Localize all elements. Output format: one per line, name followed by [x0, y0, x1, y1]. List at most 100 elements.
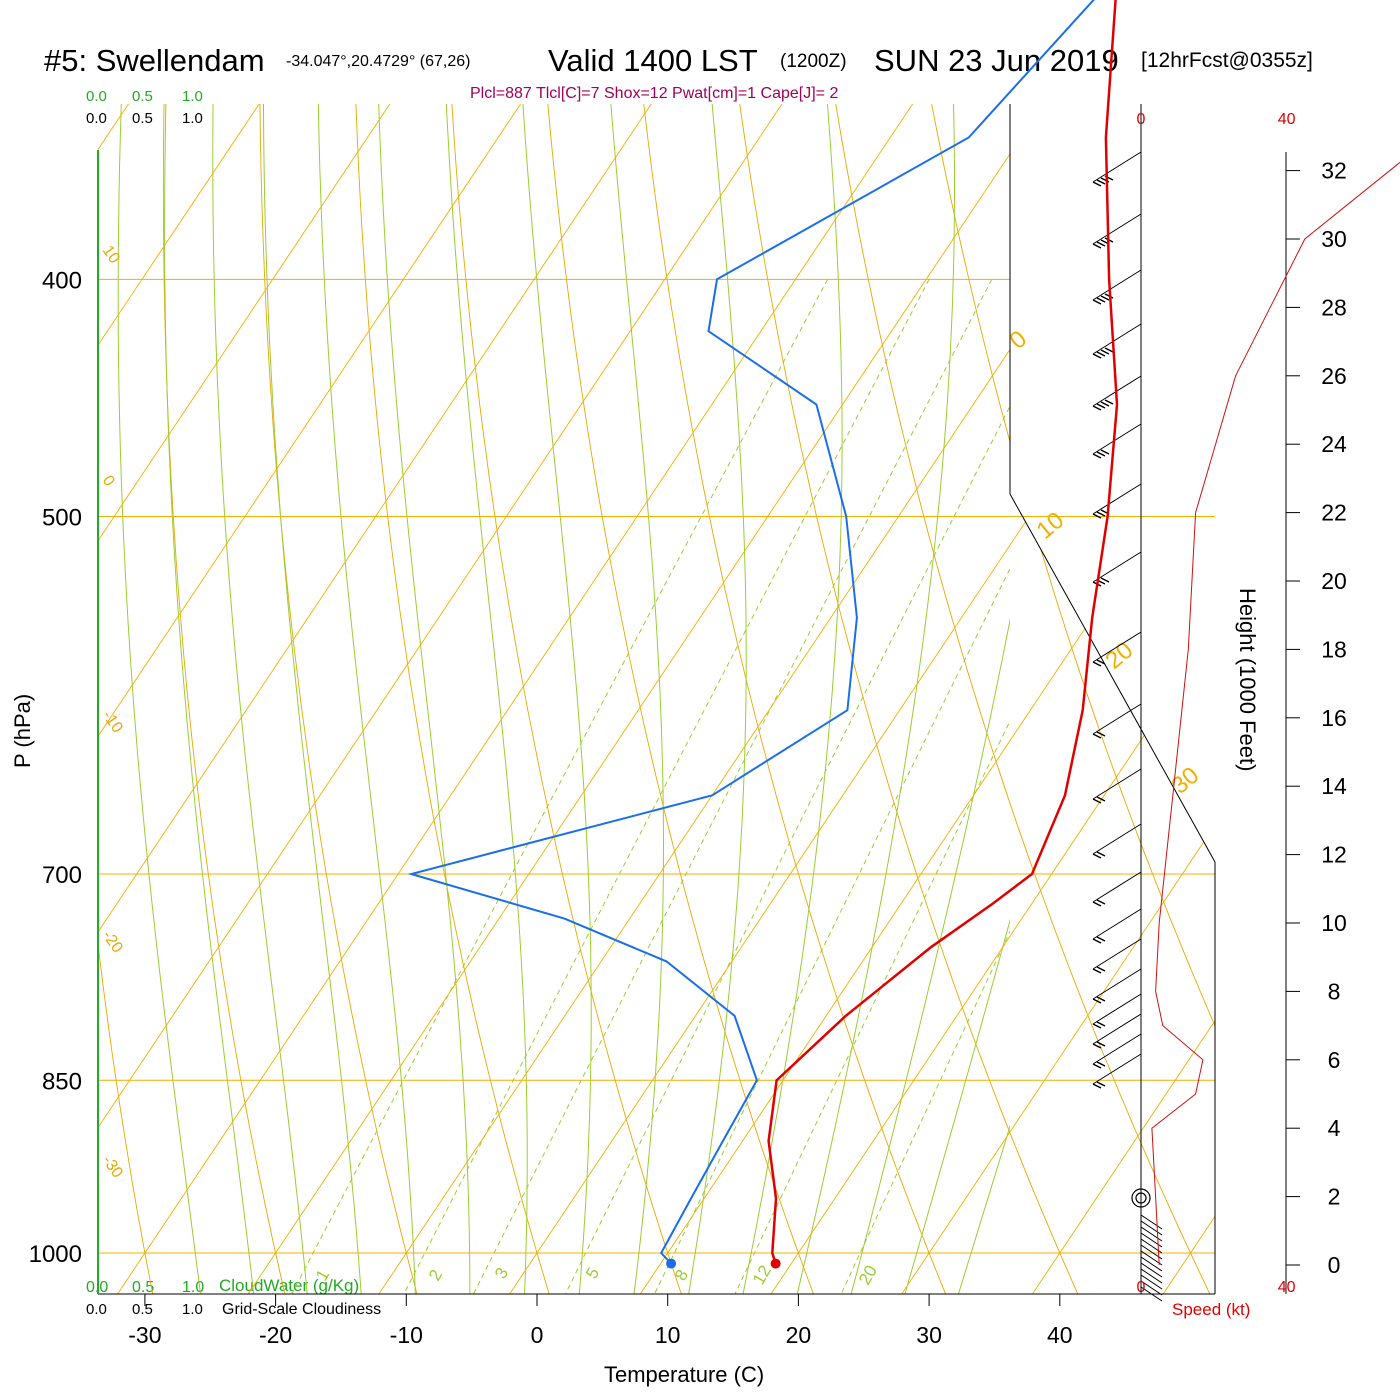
wind-barb-feather — [1096, 451, 1106, 457]
height-tick-label: 0 — [1328, 1252, 1341, 1278]
mixing-ratio-label: 5 — [582, 1264, 603, 1282]
wind-barb-staff — [1092, 703, 1142, 735]
dewpoint-line — [407, 0, 1095, 1265]
height-tick-label: 4 — [1328, 1115, 1341, 1141]
wind-barb-feather — [1092, 405, 1102, 411]
cloud-bottom-black-0: 0.0 — [86, 1301, 107, 1318]
wind-barb-staff — [1092, 823, 1142, 855]
height-tick-label: 16 — [1321, 705, 1347, 731]
wind-barb-feather — [1092, 1023, 1102, 1029]
wind-barb-staff — [1092, 483, 1142, 515]
dry-adiabat-line — [529, 104, 837, 1294]
cloudiness-label: Grid-Scale Cloudiness — [222, 1301, 381, 1318]
isotherm-line — [98, 104, 999, 1294]
wind-barb-feather — [1096, 966, 1106, 972]
dry-adiabat-label: -30 — [99, 1153, 126, 1182]
wind-barb-feather — [1100, 577, 1110, 583]
isotherm-line — [991, 104, 1215, 1294]
wind-barb-feather — [1096, 996, 1106, 1002]
dry-adiabat-line — [793, 104, 1215, 1294]
wind-barb-feather — [1096, 403, 1106, 409]
wind-barb-staff — [1092, 938, 1142, 970]
pressure-tick-label: 700 — [42, 862, 82, 889]
wind-barb-feather — [1092, 733, 1102, 739]
wind-barb-feather — [1096, 731, 1106, 737]
dry-adiabat-label: -10 — [99, 708, 126, 737]
height-tick-label: 18 — [1321, 636, 1347, 662]
moist-adiabat-line — [117, 104, 202, 1294]
wind-barb-feather — [1092, 299, 1102, 305]
isotherm-line — [338, 104, 1215, 1294]
low-level-barb — [1140, 1214, 1163, 1230]
cloud-top-black-1: 0.5 — [132, 110, 153, 127]
wind-barb-staff — [1092, 1013, 1142, 1045]
temp-tick-label: 10 — [655, 1322, 681, 1348]
mixing-ratio-line — [564, 405, 1010, 1294]
wind-barb-feather — [1092, 181, 1102, 187]
surface-dewpoint-marker — [666, 1258, 677, 1269]
calm-wind-circle-inner — [1135, 1192, 1147, 1204]
wind-barb-feather — [1096, 297, 1106, 303]
dry-adiabat-line — [0, 0, 31, 1354]
mixing-ratio-line — [472, 279, 993, 1294]
wind-barb-feather — [1096, 351, 1106, 357]
wind-barb-staff — [1092, 151, 1142, 183]
height-tick-label: 24 — [1321, 431, 1347, 457]
low-level-barb — [1140, 1250, 1163, 1266]
dry-adiabat-line — [259, 104, 435, 1294]
dry-adiabat-label: 10 — [99, 243, 123, 267]
temp-tick-label: 0 — [531, 1322, 544, 1348]
pressure-tick-label: 1000 — [29, 1241, 82, 1268]
wind-barb-staff — [1092, 908, 1142, 940]
wind-barb-staff — [1092, 551, 1142, 583]
moist-adiabat-line — [742, 104, 843, 1294]
wind-barb-feather — [1092, 998, 1102, 1004]
wind-barb-feather — [1092, 968, 1102, 974]
height-tick-label: 12 — [1321, 842, 1347, 868]
wind-barb-staff — [1092, 423, 1142, 455]
mixing-ratio-label: 2 — [425, 1266, 446, 1284]
low-level-barb — [1140, 1286, 1163, 1302]
wind-barb-staff — [1092, 1053, 1142, 1085]
wind-barb-feather — [1096, 1081, 1106, 1087]
temp-tick-label: 20 — [786, 1322, 812, 1348]
wind-speed-profile — [1151, 161, 1400, 1266]
dry-adiabat-label: 0 — [99, 473, 118, 490]
isotherm-label: 10 — [1032, 507, 1070, 545]
wind-barb-feather — [1100, 295, 1110, 301]
isotherm-line — [98, 104, 346, 1294]
wind-barb-staff — [1092, 768, 1142, 800]
wind-barb-feather — [1092, 901, 1102, 907]
isotherm-line — [98, 104, 869, 1294]
low-level-barb — [1140, 1262, 1163, 1278]
temperature-ticks: -30 -20 -10 0 10 20 30 40 — [128, 1294, 1073, 1348]
cloud-top-green-1: 0.5 — [132, 88, 153, 105]
dry-adiabat-line — [441, 104, 703, 1294]
moist-adiabat-line — [850, 617, 1010, 1294]
wind-barb-feather — [1096, 659, 1106, 665]
cloud-water-label: CloudWater (g/Kg) — [219, 1276, 359, 1295]
wind-barb-feather — [1100, 349, 1110, 355]
wind-barb-feather — [1092, 853, 1102, 859]
speed-tick-bottom: 40 — [1278, 1279, 1296, 1296]
height-tick-label: 6 — [1328, 1047, 1341, 1073]
moist-adiabat-line — [263, 104, 362, 1294]
wind-barb-feather — [1096, 1041, 1106, 1047]
height-tick-label: 32 — [1321, 158, 1347, 184]
isotherm-line — [468, 104, 1215, 1294]
isotherm-label: 30 — [1167, 762, 1205, 800]
wind-barb-staff — [1092, 1033, 1142, 1065]
dry-adiabat-line — [968, 104, 1215, 1294]
speed-tick-bottom: 0 — [1137, 1279, 1146, 1296]
y-axis-title: P (hPa) — [10, 694, 35, 768]
zulu-time: (1200Z) — [780, 51, 847, 72]
station-title: #5: Swellendam — [44, 43, 265, 78]
temp-tick-label: -10 — [390, 1322, 423, 1348]
plot-frame — [97, 104, 1216, 1295]
pressure-tick-label: 850 — [42, 1068, 82, 1095]
pressure-tick-label: 400 — [42, 267, 82, 294]
station-coords: -34.047°,20.4729° (67,26) — [286, 53, 470, 70]
speed-ticks: 0040408080120120 — [1137, 111, 1296, 1296]
